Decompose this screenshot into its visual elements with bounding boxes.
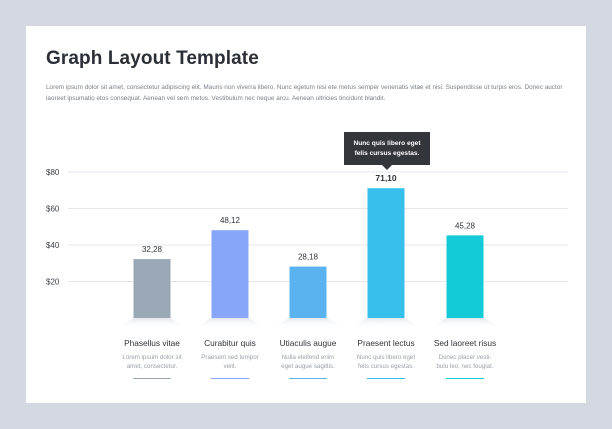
- bar-shadow: [349, 318, 423, 328]
- category-description: Praesent sed tempor velit.: [201, 354, 259, 370]
- y-tick-label: $80: [46, 168, 60, 177]
- highlight-tooltip: Nunc quis libero eget felis cursus egest…: [344, 132, 430, 170]
- category-description: Lorem ipsum dolor sit amet, consectetur.: [122, 354, 182, 370]
- category-name: Curabitur quis: [204, 338, 256, 348]
- bar-shadow: [193, 318, 267, 328]
- category-item: Phasellus vitae Lorem ipsum dolor sit amet…: [102, 338, 202, 379]
- category-name: Phasellus vitae: [124, 338, 180, 348]
- category-item: Curabitur quis Praesent sed tempor velit.: [180, 338, 280, 379]
- data-label: 28,18: [298, 253, 319, 262]
- category-item: Sed laoreet risus Donec placer vesti-bulu…: [415, 338, 515, 379]
- bar-shadow: [115, 318, 189, 328]
- category-underline: [133, 378, 171, 379]
- bar: [133, 259, 171, 318]
- category-underline: [289, 378, 327, 379]
- bar-shadow: [271, 318, 345, 328]
- bar: [367, 188, 405, 318]
- category-description: Donec placer vesti-bulu leo, nec feugiat…: [436, 354, 494, 370]
- bar: [289, 266, 327, 318]
- category-description: Nunc quis libero eget felis cursus egesta…: [356, 354, 416, 370]
- category-item: Utiaculis augue Nulla eleifend enim eget a…: [258, 338, 358, 379]
- category-underline: [367, 378, 405, 379]
- y-tick-label: $20: [46, 278, 60, 287]
- category-item: Praesent lectus Nunc quis libero eget feli…: [336, 338, 436, 379]
- category-name: Sed laoreet risus: [433, 338, 497, 348]
- category-name: Praesent lectus: [357, 338, 415, 348]
- category-underline: [211, 378, 249, 379]
- page-title: Graph Layout Template: [46, 48, 259, 69]
- intro-paragraph: Lorem ipsum dolor sit amet, consectetur …: [46, 84, 563, 102]
- y-tick-label: $60: [46, 205, 60, 214]
- bar-shadow: [428, 318, 502, 328]
- bar: [211, 230, 249, 318]
- data-label: 45,28: [455, 221, 476, 230]
- category-name: Utiaculis augue: [279, 338, 337, 348]
- infographic-card: Graph Layout Template Lorem ipsum dolor …: [26, 26, 586, 403]
- category-description: Nulla eleifend enim eget augue sagittis.: [281, 354, 335, 370]
- category-underline: [446, 378, 484, 379]
- data-label: 48,12: [220, 216, 241, 225]
- tooltip-text: Nunc quis libero eget felis cursus egest…: [353, 139, 421, 157]
- bar-chart: $20 $40 $60 $80 32,28 48,12 28,18 71,10 45,28: [46, 168, 568, 328]
- bar: [446, 235, 484, 318]
- y-tick-label: $40: [46, 241, 60, 250]
- data-label: 32,28: [142, 245, 163, 254]
- data-label: 71,10: [375, 173, 397, 183]
